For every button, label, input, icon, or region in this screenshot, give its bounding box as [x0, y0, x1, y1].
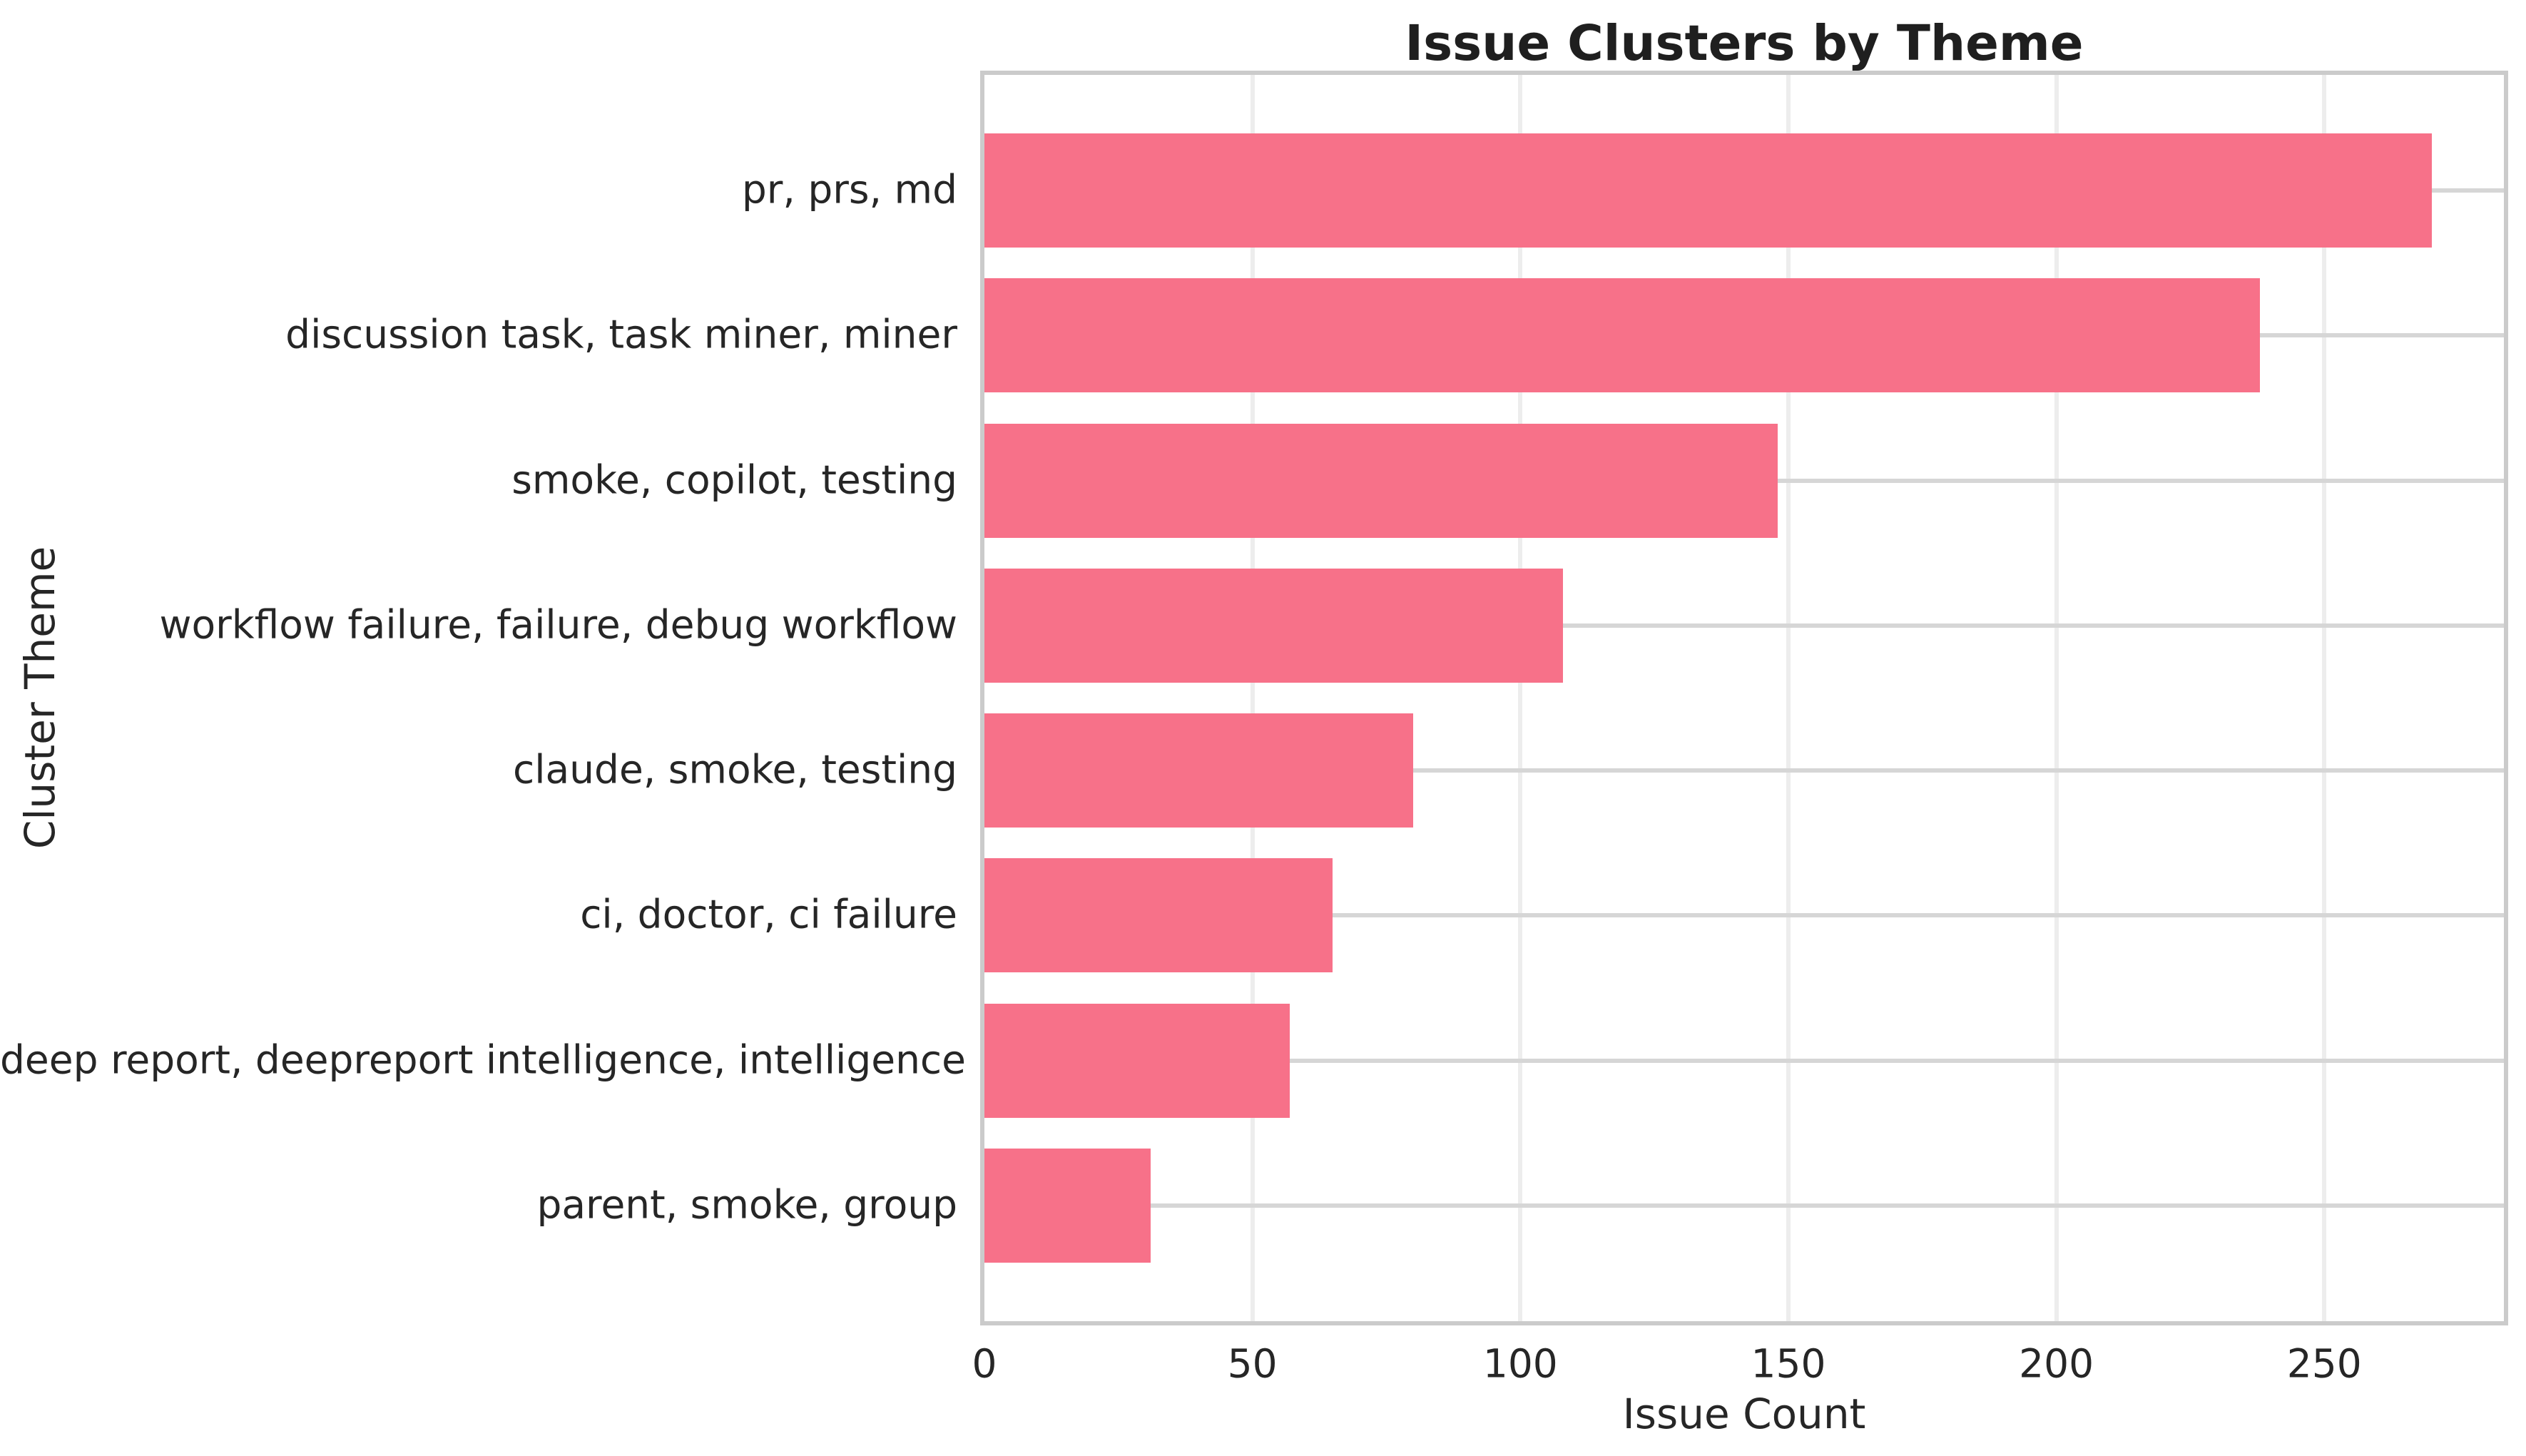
x-tick-label: 50: [1227, 1340, 1278, 1387]
y-tick-label: parent, smoke, group: [536, 1181, 957, 1228]
bar: [984, 278, 2261, 393]
y-gridline: [984, 1203, 2504, 1208]
bar: [984, 858, 1333, 973]
y-tick-label: ci, doctor, ci failure: [580, 891, 957, 937]
y-tick-label: workflow failure, failure, debug workflo…: [159, 601, 957, 648]
bars-layer: [984, 75, 2504, 1321]
bar: [984, 713, 1414, 828]
y-tick-label: discussion task, task miner, miner: [285, 311, 957, 357]
x-tick-label: 0: [972, 1340, 997, 1387]
y-gridline: [984, 768, 2504, 773]
bar: [984, 1003, 1290, 1118]
chart-title: Issue Clusters by Theme: [1405, 15, 2084, 72]
bar: [984, 1149, 1151, 1263]
x-tick-label: 250: [2286, 1340, 2362, 1387]
y-gridline: [984, 623, 2504, 628]
bar: [984, 568, 1564, 683]
x-tick-label: 200: [2019, 1340, 2094, 1387]
x-axis-title: Issue Count: [1622, 1390, 1866, 1438]
bar: [984, 133, 2432, 248]
y-gridline: [984, 913, 2504, 918]
y-tick-label: smoke, copilot, testing: [511, 456, 957, 502]
x-gridline: [2322, 75, 2327, 1321]
y-tick-label: claude, smoke, testing: [512, 746, 957, 793]
y-tick-label: pr, prs, md: [741, 166, 957, 213]
y-tick-label: deep report, deepreport intelligence, in…: [0, 1037, 966, 1083]
x-gridline: [1518, 75, 1523, 1321]
x-gridline: [1250, 75, 1255, 1321]
x-gridline: [2054, 75, 2059, 1321]
x-tick-label: 100: [1482, 1340, 1558, 1387]
plot-area: [980, 71, 2508, 1325]
x-tick-label: 150: [1751, 1340, 1826, 1387]
y-axis-title: Cluster Theme: [16, 546, 64, 850]
y-gridline: [984, 1058, 2504, 1063]
x-gridline: [1786, 75, 1791, 1321]
bar: [984, 423, 1778, 538]
